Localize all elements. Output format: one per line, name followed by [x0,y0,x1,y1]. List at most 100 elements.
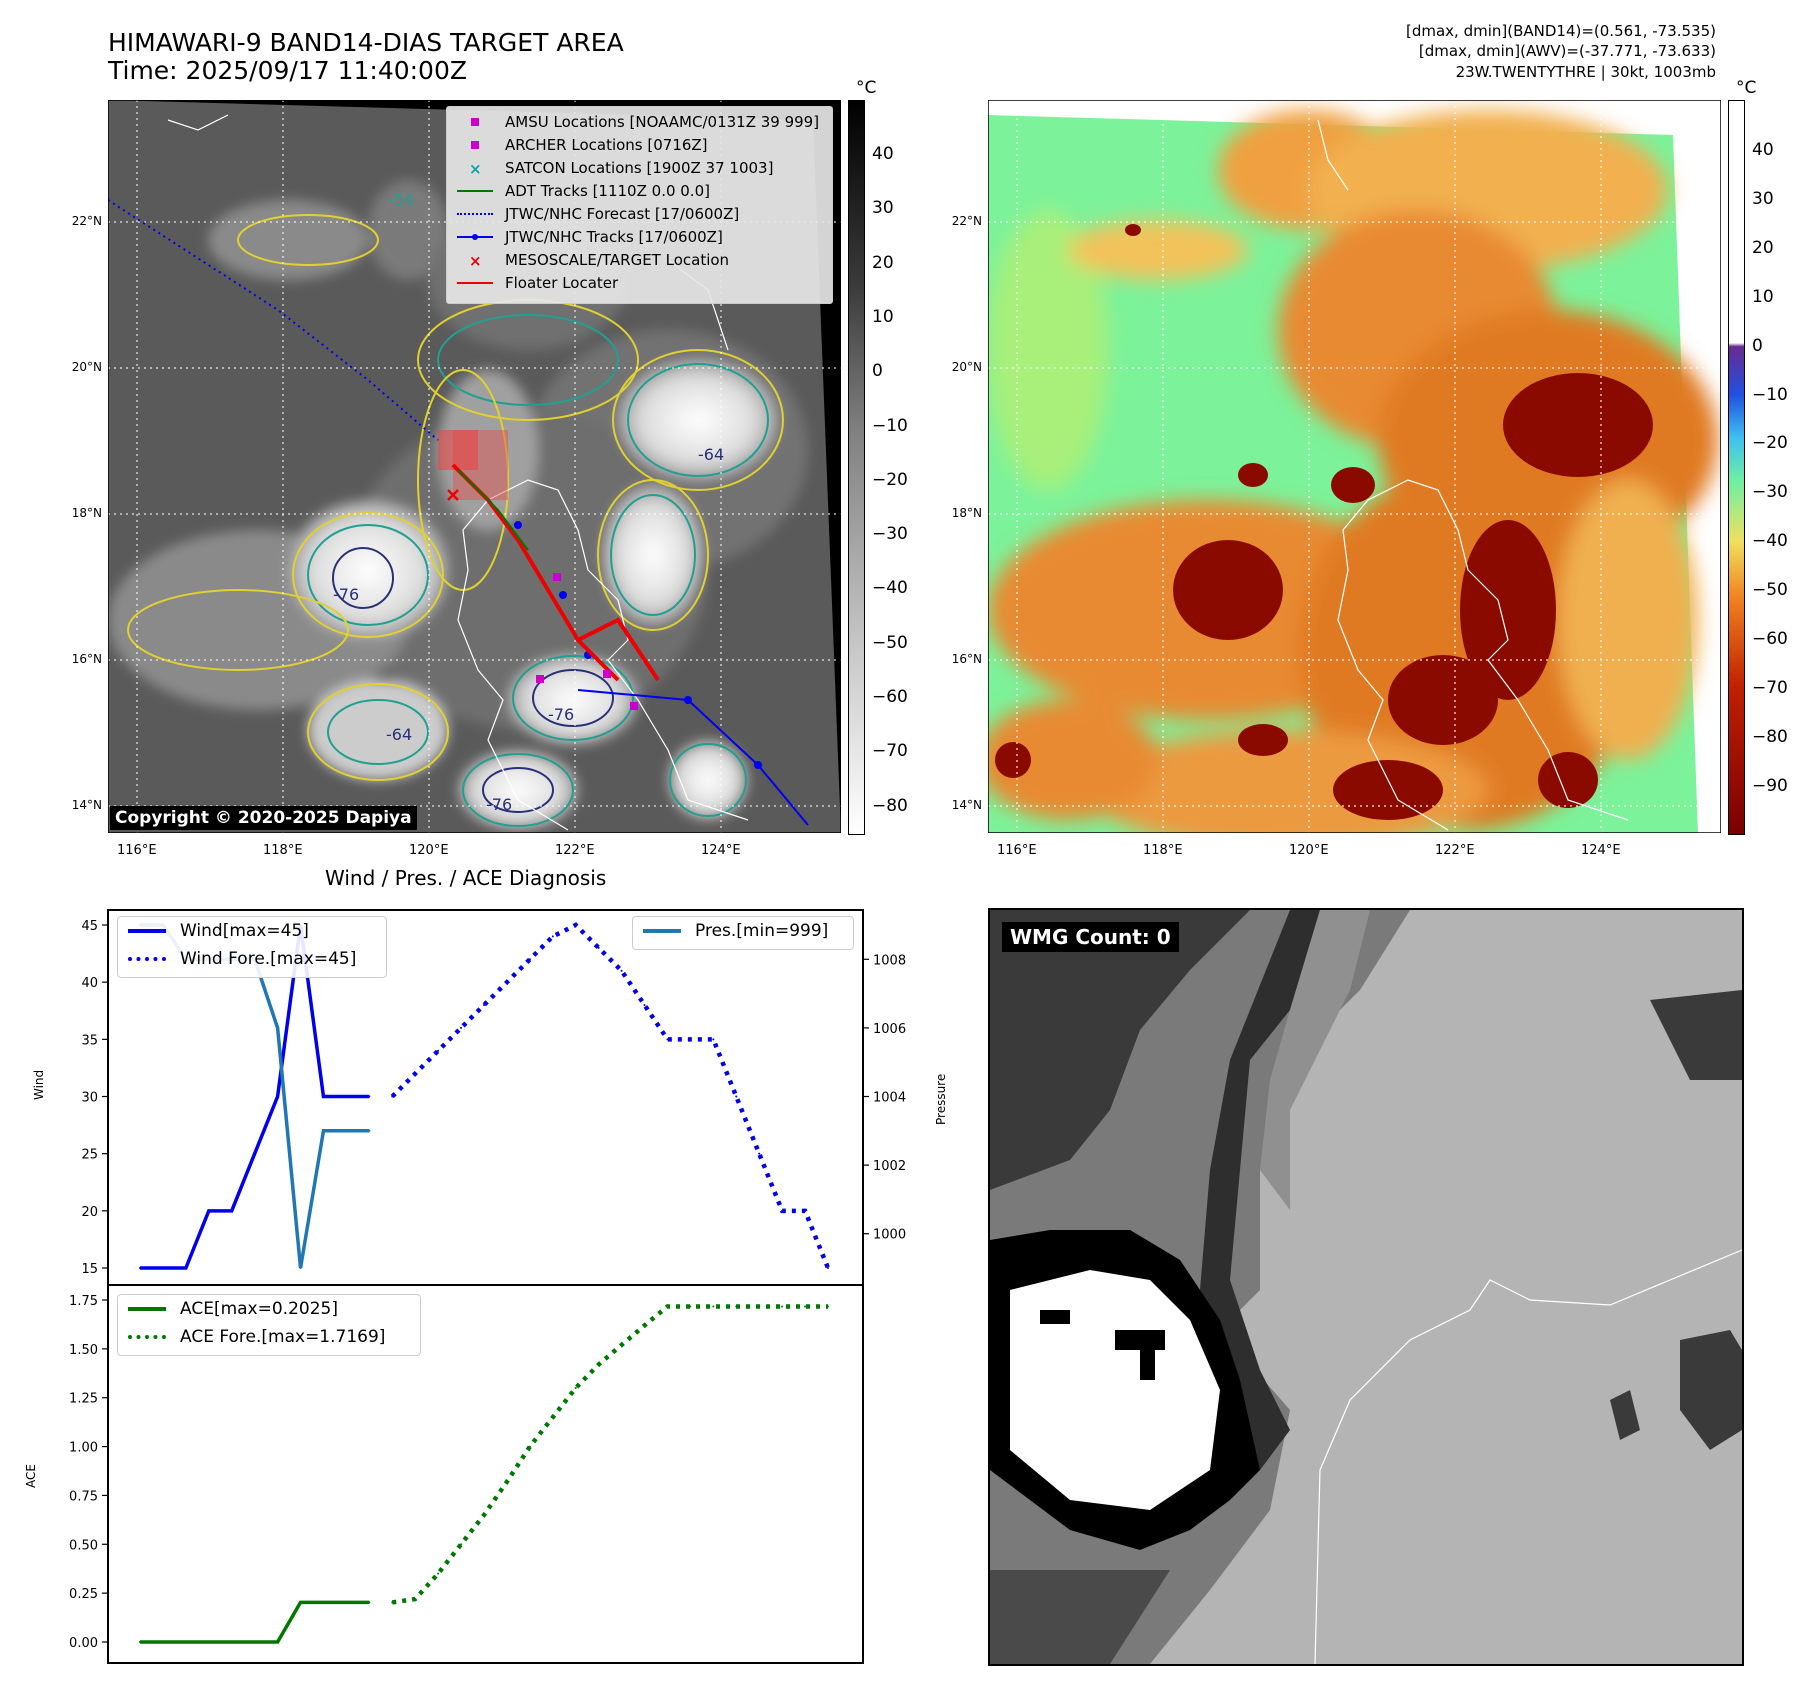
ace-forecast-point [437,1572,440,1575]
wind-axis-tick-label: 30 [81,1091,98,1106]
legend-item-archer: ARCHER Locations [0716Z] [447,134,832,157]
ace-forecast-point [689,1305,692,1308]
figure-title: HIMAWARI-9 BAND14-DIAS TARGET AREA [108,28,624,57]
diagnosis-chart: 45 40 35 30 25 20 15 1008 1006 1004 1002 1000 1.75… [69,909,906,1664]
pressure-axis-tick-label: 1004 [873,1091,906,1106]
ace-axes: 1.75 1.50 1.25 1.00 0.75 0.50 0.25 0.00 [69,1294,108,1651]
wmg-count-label: WMG Count: 0 [1002,922,1179,952]
ace-axis-tick-label: 0.50 [69,1538,98,1553]
ace-forecast-point [483,1513,485,1516]
ir-colorbar-tick: −10 [872,415,908,436]
ace-axis-tick-label: 0.75 [69,1489,98,1504]
legend-item-wind-forecast: Wind Fore.[max=45] [118,945,386,973]
legend-item-jtwc-forecast: JTWC/NHC Forecast [17/0600Z] [447,203,832,226]
awv-colorbar [1728,100,1745,835]
wind-forecast-point [505,981,508,984]
wind-axis-tick-label: 45 [81,919,98,934]
pressure-legend: Pres.[min=999] [632,916,854,950]
wind-forecast-point [758,1152,761,1155]
awv-colorbar-tick: −90 [1752,775,1788,796]
lat-label: 20°N [71,360,102,374]
wind-forecast-point [414,1072,417,1075]
wind-forecast-point [827,1267,829,1269]
floater-locater-segment [577,617,660,682]
ace-forecast-point [414,1598,417,1601]
ir-colorbar-tick: 0 [872,361,883,382]
jtwc-track [577,689,809,826]
contour-label: -64 [698,445,724,464]
wind-legend: Wind[max=45] Wind Fore.[max=45] [117,916,387,978]
ir-colorbar-tick: 10 [872,306,894,327]
wind-forecast-point [781,1209,784,1212]
cold-cloud-cores [995,224,1653,820]
contour-label: -64 [386,725,412,744]
ace-forecast-point [804,1305,807,1308]
awv-colorbar-unit: °C [1736,78,1757,98]
awv-colorbar-tick: −30 [1752,482,1788,503]
wind-forecast-point [712,1038,715,1041]
ace-point [139,1641,141,1643]
legend-item-adt: ADT Tracks [1110Z 0.0 0.0] [447,180,832,203]
lat-label: 18°N [71,506,102,520]
diagnosis-chart-title: Wind / Pres. / ACE Diagnosis [325,866,607,890]
ace-forecast-point [758,1305,761,1308]
lat-label: 14°N [71,798,102,812]
lat-label: 18°N [951,506,982,520]
wind-axis-tick-label: 35 [81,1033,98,1048]
awv-colorbar-tick: −10 [1752,384,1788,405]
ace-series [139,1304,829,1644]
ace-forecast-line [391,1304,828,1605]
pressure-axes: 1008 1006 1004 1002 1000 [863,953,906,1243]
ace-axis-tick-label: 1.75 [69,1294,98,1309]
wind-forecast-point [620,969,623,972]
awv-colorbar-tick: −40 [1752,531,1788,552]
ir-map-panel: -76 -76 -76 -64 -64 -54 AMSU Locations [… [107,99,842,834]
ace-axis-tick-label: 1.25 [69,1392,98,1407]
wmg-panel: WMG Count: 0 [988,908,1744,1666]
target-box [438,430,478,470]
wind-point [368,1095,371,1098]
awv-colorbar-tick: 10 [1752,286,1774,307]
wind-point [139,1267,141,1269]
lon-label: 122°E [1435,843,1475,858]
lat-label: 20°N [951,360,982,374]
awv-colorbar-tick: 20 [1752,237,1774,258]
wind-axes: 45 40 35 30 25 20 15 [81,919,108,1277]
ace-forecast-point [666,1305,669,1308]
wind-point [161,1267,164,1269]
ace-forecast-point [781,1305,784,1308]
wind-forecast-point [689,1038,692,1041]
lat-label: 16°N [71,652,102,666]
ace-legend: ACE[max=0.2025] ACE Fore.[max=1.7169] [117,1294,421,1356]
wind-forecast-point [597,946,600,949]
wind-forecast-line [390,922,831,1269]
map-gridlines [988,100,1721,833]
contour-label: -76 [333,585,359,604]
awv-colorbar-tick: 30 [1752,188,1774,209]
wind-point [322,1095,325,1098]
ace-forecast-point [551,1416,554,1419]
legend-item-pressure: Pres.[min=999] [633,917,853,945]
contour-label: -76 [548,705,574,724]
wind-forecast-point [735,1095,738,1098]
archer-locations [536,573,638,710]
ir-colorbar-tick: −30 [872,524,908,545]
legend-item-target: × MESOSCALE/TARGET Location [469,251,730,270]
awv-colorbar-tick: −70 [1752,677,1788,698]
wind-axis-label: Wind [32,1069,46,1100]
awv-colorbar-tick: −50 [1752,580,1788,601]
wind-axis-tick-label: 40 [81,976,98,991]
legend-item-jtwc-tracks: JTWC/NHC Tracks [17/0600Z] [447,226,832,249]
storm-info: 23W.TWENTYTHRE | 30kt, 1003mb [1455,63,1716,81]
pressure-axis-label: Pressure [934,1073,948,1125]
ace-axis-tick-label: 0.00 [69,1636,98,1651]
wind-forecast-point [391,1095,394,1098]
lat-label: 16°N [951,652,982,666]
contour-label: -54 [388,190,414,209]
wind-point [230,1209,233,1212]
awv-colorbar-tick: −60 [1752,629,1788,649]
ir-colorbar-tick: −20 [872,469,908,490]
legend-item-floater: Floater Locater [447,272,832,295]
legend-item-ace: ACE[max=0.2025] [118,1295,420,1323]
wind-point [184,1267,187,1269]
